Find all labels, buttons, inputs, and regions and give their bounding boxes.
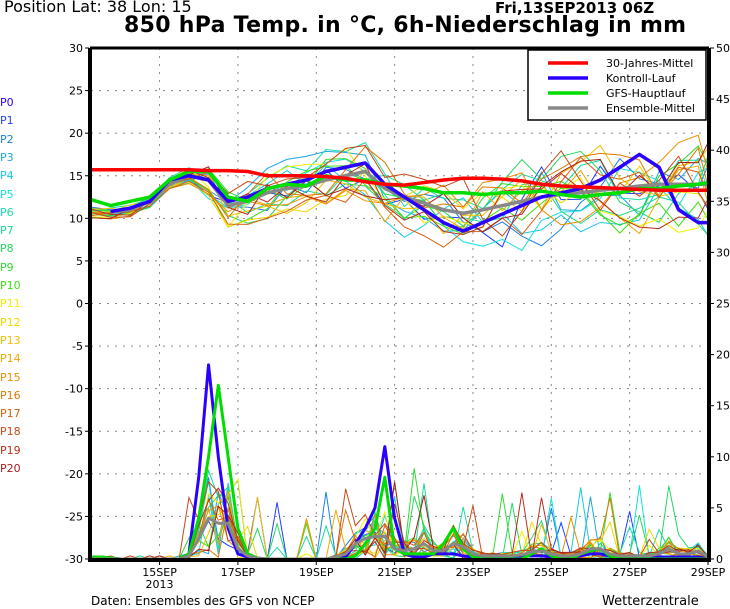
member-label: P15: [0, 370, 21, 384]
y-right-tick-label: 50: [716, 42, 730, 55]
precip-lines: [90, 468, 709, 561]
member-precip-line: [90, 480, 709, 560]
chart-title: 850 hPa Temp. in °C, 6h-Niederschlag in …: [124, 13, 687, 38]
grid: [91, 48, 708, 559]
member-label: P18: [0, 425, 21, 439]
member-label: P7: [0, 224, 14, 238]
y-left-tick-label: -5: [72, 340, 83, 353]
y-left-tick-label: 15: [69, 170, 83, 183]
y-right-tick-label: 45: [716, 93, 730, 106]
precip-kontroll-lauf-line: [91, 363, 709, 561]
temp-kontroll-lauf-line: [110, 152, 708, 233]
plot-frame: [90, 47, 709, 560]
member-label: P10: [0, 279, 21, 292]
y-right-tick-label: 35: [716, 195, 730, 208]
y-left-tick-label: 0: [76, 298, 83, 311]
main-lines: [90, 152, 709, 561]
y-left-tick-label: 30: [69, 42, 83, 55]
y-left-tick-label: -10: [65, 383, 83, 396]
member-label: P3: [0, 150, 14, 164]
y-right-tick-label: 0: [716, 553, 723, 566]
member-label: P12: [0, 315, 21, 329]
position-label: Position Lat: 38 Lon: 15: [4, 0, 192, 16]
y-left-tick-label: 10: [69, 212, 83, 225]
run-date: Fri,13SEP2013 06Z: [495, 0, 655, 17]
member-temp-line: [90, 158, 709, 252]
member-label: P2: [0, 132, 14, 146]
legend: 30-Jahres-Mittel Kontroll-Lauf GFS-Hauptla…: [527, 49, 707, 121]
x-tick-label: 29SEP: [691, 566, 726, 579]
member-temp-line: [90, 150, 709, 232]
legend-label: Kontroll-Lauf: [606, 72, 677, 85]
member-label: P4: [0, 169, 14, 183]
member-label: P8: [0, 242, 14, 256]
member-label: P16: [0, 388, 21, 402]
y-left-tick-label: -15: [65, 425, 83, 438]
x-tick-label: 27SEP: [612, 566, 647, 579]
y-left-tick-label: -30: [65, 553, 83, 566]
member-label: P19: [0, 443, 21, 457]
y-right-tick-label: 5: [716, 502, 723, 515]
legend-label: 30-Jahres-Mittel: [606, 57, 693, 70]
member-temp-line: [90, 146, 709, 219]
data-source: Daten: Ensembles des GFS von NCEP: [91, 594, 315, 608]
member-label: P11: [0, 297, 21, 311]
member-label: P1: [0, 114, 14, 128]
x-tick-sublabel: 2013: [146, 578, 174, 591]
member-label: P17: [0, 407, 21, 421]
x-tick-label: 21SEP: [377, 566, 412, 579]
member-label: P20: [0, 462, 21, 475]
x-tick-label: 15SEP: [142, 566, 177, 579]
x-tick-label: 19SEP: [299, 566, 334, 579]
x-tick-label: 17SEP: [221, 566, 256, 579]
y-right-tick-label: 15: [716, 400, 730, 413]
y-left-tick-label: -25: [65, 510, 83, 523]
y-right-tick-label: 20: [716, 349, 730, 362]
member-precip-line: [90, 487, 709, 560]
temp-30-jahres-mittel-line: [91, 168, 708, 192]
member-label: P5: [0, 187, 14, 201]
y-right-tick-label: 40: [716, 144, 730, 157]
axes: 302520151050-5-10-15-20-25-3050454035302…: [65, 42, 730, 591]
y-left-tick-label: 5: [76, 255, 83, 268]
x-tick-label: 25SEP: [534, 566, 569, 579]
member-label: P6: [0, 205, 14, 219]
member-temp-line: [90, 156, 709, 248]
member-label: P0: [0, 96, 14, 109]
brand: Wetterzentrale: [602, 594, 699, 609]
x-tick-label: 23SEP: [456, 566, 491, 579]
legend-label: Ensemble-Mittel: [606, 102, 695, 115]
y-left-tick-label: 20: [69, 127, 83, 140]
y-left-tick-label: -20: [65, 468, 83, 481]
member-label: P14: [0, 352, 21, 366]
y-right-tick-label: 10: [716, 451, 730, 464]
legend-label: GFS-Hauptlauf: [606, 87, 687, 100]
y-right-tick-label: 25: [716, 298, 730, 311]
member-label: P13: [0, 333, 21, 347]
member-label: P9: [0, 260, 14, 274]
y-right-tick-label: 30: [716, 246, 730, 259]
member-temp-line: [90, 165, 709, 235]
y-left-tick-label: 25: [69, 85, 83, 98]
precip-ensemble-mittel-line: [91, 516, 709, 561]
